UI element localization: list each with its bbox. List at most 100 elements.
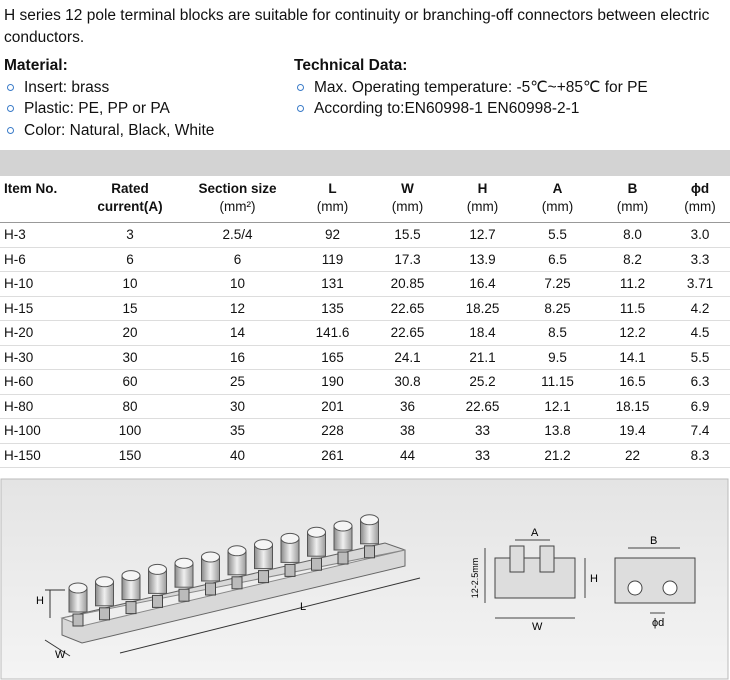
material: Material: Insert: brass Plastic: PE, PP o… — [4, 55, 214, 141]
header-cell: Item No. — [0, 178, 80, 223]
cell: 10 — [80, 271, 180, 297]
diagram-label: W — [55, 649, 66, 661]
cell: 135 — [295, 296, 370, 321]
cell: 18.15 — [595, 394, 670, 419]
cell: 20 — [80, 320, 180, 346]
diagram-label: L — [300, 601, 306, 613]
cell: 11.15 — [520, 369, 595, 395]
cell: H-100 — [0, 418, 80, 444]
cell: 30.8 — [370, 369, 445, 395]
cell: 5.5 — [670, 345, 730, 370]
diagram-label: H — [590, 573, 598, 585]
cell: 201 — [295, 394, 370, 419]
cell: 12.7 — [445, 222, 520, 248]
cell: 3.3 — [670, 247, 730, 272]
cell: 3.71 — [670, 271, 730, 297]
cell: 18.4 — [445, 320, 520, 346]
header-cell: A (mm) — [520, 178, 595, 223]
header-line: Rated — [111, 181, 149, 196]
screw-post — [333, 520, 353, 565]
cell: 22.65 — [370, 296, 445, 321]
cell: 92 — [295, 222, 370, 248]
cell: 24.1 — [370, 345, 445, 370]
cell: 10 — [180, 271, 295, 297]
cell: 38 — [370, 418, 445, 444]
header-line: B — [627, 181, 638, 196]
cell: 228 — [295, 418, 370, 444]
cell: 36 — [370, 394, 445, 419]
diagram-label: 12-2.5mm — [470, 558, 480, 599]
cell: 18.25 — [445, 296, 520, 321]
cell: 22.65 — [370, 320, 445, 346]
header-line: H — [477, 181, 488, 196]
header-cell: Rated current(A) — [80, 178, 180, 223]
diagram-label: ϕd — [652, 617, 664, 629]
cell: 11.5 — [595, 296, 670, 321]
header-line: current(A) — [97, 199, 163, 214]
header-line: (mm²) — [219, 199, 256, 214]
screw-post — [280, 532, 300, 577]
header-line: (mm) — [541, 199, 574, 214]
cell: 40 — [180, 443, 295, 468]
cell: 19.4 — [595, 418, 670, 444]
cell: 25.2 — [445, 369, 520, 395]
header-line: (mm) — [684, 199, 716, 214]
cell: 30 — [80, 345, 180, 370]
header-line: Item No. — [4, 181, 58, 196]
cell: 8.2 — [595, 247, 670, 272]
table-row: H-20 20 14 141.6 22.65 18.4 8.5 12.2 4.5 — [0, 320, 730, 346]
cell: H-60 — [0, 369, 80, 395]
cell: 3 — [80, 222, 180, 248]
cell: 8.25 — [520, 296, 595, 321]
screw-post — [201, 551, 220, 596]
cell: 25 — [180, 369, 295, 395]
header-line: (mm) — [466, 199, 499, 214]
cell: 8.5 — [520, 320, 595, 346]
technical-item: Max. Operating temperature: -5℃~+85℃ for… — [294, 77, 648, 99]
screw-post — [121, 570, 141, 615]
cell: 2.5/4 — [180, 222, 295, 248]
cell: 9.5 — [520, 345, 595, 370]
cell: 141.6 — [295, 320, 370, 346]
cell: 16.5 — [595, 369, 670, 395]
table-row: H-80 80 30 201 36 22.65 12.1 18.15 6.9 — [0, 394, 730, 419]
cell: 14 — [180, 320, 295, 346]
table-row: H-150 150 40 261 44 33 21.2 22 8.3 — [0, 443, 730, 468]
header-line: A — [552, 181, 563, 196]
screw-post — [174, 557, 194, 602]
header-line: (mm) — [391, 199, 424, 214]
cell: H-3 — [0, 222, 80, 248]
material-item: Plastic: PE, PP or PA — [4, 98, 214, 120]
screw-post — [68, 582, 88, 627]
cell: 190 — [295, 369, 370, 395]
cell: 7.4 — [670, 418, 730, 444]
cell: 21.1 — [445, 345, 520, 370]
table-row: H-60 60 25 190 30.8 25.2 11.15 16.5 6.3 — [0, 369, 730, 395]
cell: H-10 — [0, 271, 80, 297]
side-view — [614, 547, 696, 614]
material-item: Color: Natural, Black, White — [4, 120, 214, 142]
cell: 6.9 — [670, 394, 730, 419]
cell: 6.3 — [670, 369, 730, 395]
header-cell: Section size (mm²) — [180, 178, 295, 223]
header-cell: W (mm) — [370, 178, 445, 223]
cell: H-150 — [0, 443, 80, 468]
diagram-label: W — [532, 621, 543, 633]
front-view — [484, 539, 586, 619]
cell: 6 — [180, 247, 295, 272]
separator-bar — [0, 150, 730, 176]
cell: 22.65 — [445, 394, 520, 419]
cell: 12 — [180, 296, 295, 321]
illustration: H L W A H 12-2.5mm W Bϕd — [0, 478, 729, 680]
cell: 165 — [295, 345, 370, 370]
header-cell: ϕd (mm) — [670, 178, 730, 223]
cell: 4.5 — [670, 320, 730, 346]
header-cell: H (mm) — [445, 178, 520, 223]
cell: 21.2 — [520, 443, 595, 468]
table-row: H-30 30 16 165 24.1 21.1 9.5 14.1 5.5 — [0, 345, 730, 370]
material-title: Material: — [4, 57, 68, 74]
cell: 13.8 — [520, 418, 595, 444]
cell: 8.0 — [595, 222, 670, 248]
header-line: L — [328, 181, 337, 196]
